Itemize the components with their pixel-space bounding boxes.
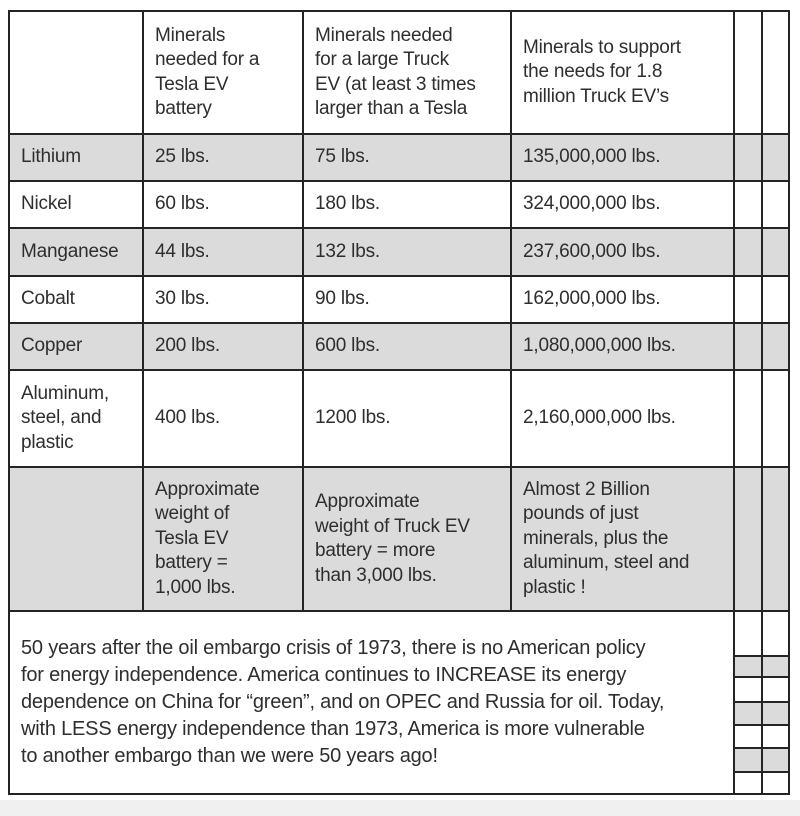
footer-narrow-1b <box>761 610 790 657</box>
cell-cobalt-narrow-2 <box>761 275 790 324</box>
row-copper: Copper 200 lbs. 600 lbs. 1,080,000,000 l… <box>8 322 790 371</box>
cell-aluminum-narrow-2 <box>761 369 790 468</box>
cell-copper-name: Copper <box>8 322 144 371</box>
row-summary: Approximate weight of Tesla EV battery =… <box>8 466 790 612</box>
cell-summary-truck: Approximate weight of Truck EV battery =… <box>302 466 512 612</box>
footer-note: 50 years after the oil embargo crisis of… <box>8 610 735 795</box>
cell-copper-narrow-2 <box>761 322 790 371</box>
cell-cobalt-name: Cobalt <box>8 275 144 324</box>
footer-row-7 <box>9 771 790 795</box>
footer-narrow-2b <box>761 655 790 678</box>
footer-row-4 <box>9 701 790 726</box>
cell-summary-tesla: Approximate weight of Tesla EV battery =… <box>142 466 304 612</box>
page-bottom-strip <box>0 800 800 816</box>
footer-narrow-1a <box>733 610 763 657</box>
cell-cobalt-tesla: 30 lbs. <box>142 275 304 324</box>
footer-narrow-2a <box>733 655 763 678</box>
header-tesla-cell: Minerals needed for a Tesla EV battery <box>142 10 304 135</box>
cell-manganese-narrow-2 <box>761 227 790 277</box>
cell-summary-empty <box>8 466 144 612</box>
footer-row-3 <box>9 676 790 703</box>
minerals-table: Minerals needed for a Tesla EV battery M… <box>8 10 790 795</box>
header-truck-cell: Minerals needed for a large Truck EV (at… <box>302 10 512 135</box>
cell-cobalt-narrow-1 <box>733 275 763 324</box>
cell-aluminum-narrow-1 <box>733 369 763 468</box>
cell-copper-tesla: 200 lbs. <box>142 322 304 371</box>
header-support-cell: Minerals to support the needs for 1.8 mi… <box>510 10 735 135</box>
cell-manganese-truck: 132 lbs. <box>302 227 512 277</box>
cell-nickel-name: Nickel <box>8 180 144 229</box>
cell-lithium-narrow-1 <box>733 133 763 182</box>
cell-nickel-total: 324,000,000 lbs. <box>510 180 735 229</box>
cell-nickel-tesla: 60 lbs. <box>142 180 304 229</box>
row-manganese: Manganese 44 lbs. 132 lbs. 237,600,000 l… <box>8 227 790 277</box>
cell-copper-truck: 600 lbs. <box>302 322 512 371</box>
footer-narrow-6a <box>733 747 763 773</box>
cell-summary-narrow-2 <box>761 466 790 612</box>
cell-summary-total: Almost 2 Billion pounds of just minerals… <box>510 466 735 612</box>
footer-narrow-3a <box>733 676 763 703</box>
cell-aluminum-tesla: 400 lbs. <box>142 369 304 468</box>
cell-manganese-narrow-1 <box>733 227 763 277</box>
footer-row-2 <box>9 655 790 678</box>
header-narrow-cell-2 <box>761 10 790 135</box>
footer-narrow-7a <box>733 771 763 795</box>
footer-narrow-3b <box>761 676 790 703</box>
footer-narrow-5b <box>761 724 790 749</box>
cell-lithium-tesla: 25 lbs. <box>142 133 304 182</box>
cell-nickel-truck: 180 lbs. <box>302 180 512 229</box>
row-aluminum: Aluminum, steel, and plastic 400 lbs. 12… <box>8 369 790 468</box>
row-lithium: Lithium 25 lbs. 75 lbs. 135,000,000 lbs. <box>8 133 790 182</box>
footer-narrow-6b <box>761 747 790 773</box>
cell-nickel-narrow-1 <box>733 180 763 229</box>
cell-cobalt-truck: 90 lbs. <box>302 275 512 324</box>
cell-manganese-name: Manganese <box>8 227 144 277</box>
cell-copper-narrow-1 <box>733 322 763 371</box>
cell-lithium-narrow-2 <box>761 133 790 182</box>
header-narrow-cell-1 <box>733 10 763 135</box>
cell-manganese-tesla: 44 lbs. <box>142 227 304 277</box>
cell-manganese-total: 237,600,000 lbs. <box>510 227 735 277</box>
footer-narrow-5a <box>733 724 763 749</box>
row-nickel: Nickel 60 lbs. 180 lbs. 324,000,000 lbs. <box>8 180 790 229</box>
cell-aluminum-total: 2,160,000,000 lbs. <box>510 369 735 468</box>
cell-copper-total: 1,080,000,000 lbs. <box>510 322 735 371</box>
footer-narrow-7b <box>761 771 790 795</box>
footer-narrow-4b <box>761 701 790 726</box>
cell-summary-narrow-1 <box>733 466 763 612</box>
cell-lithium-name: Lithium <box>8 133 144 182</box>
cell-aluminum-truck: 1200 lbs. <box>302 369 512 468</box>
cell-nickel-narrow-2 <box>761 180 790 229</box>
header-row: Minerals needed for a Tesla EV battery M… <box>8 10 790 135</box>
footer-row-5 <box>9 724 790 749</box>
footer-row-6 <box>9 747 790 773</box>
footer-narrow-4a <box>733 701 763 726</box>
footer-row-1: 50 years after the oil embargo crisis of… <box>8 610 790 795</box>
cell-lithium-truck: 75 lbs. <box>302 133 512 182</box>
cell-cobalt-total: 162,000,000 lbs. <box>510 275 735 324</box>
cell-aluminum-name: Aluminum, steel, and plastic <box>8 369 144 468</box>
header-mineral-cell <box>8 10 144 135</box>
cell-lithium-total: 135,000,000 lbs. <box>510 133 735 182</box>
row-cobalt: Cobalt 30 lbs. 90 lbs. 162,000,000 lbs. <box>8 275 790 324</box>
